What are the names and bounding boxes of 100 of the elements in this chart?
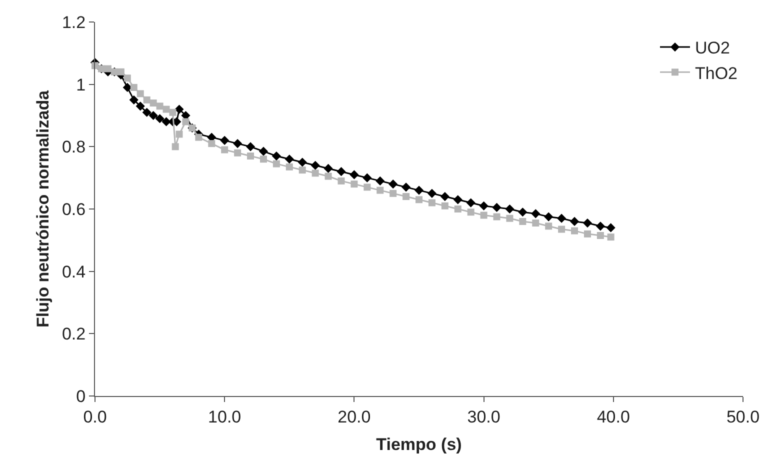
point [557,214,566,223]
point [286,163,293,170]
point [606,223,616,232]
point [401,182,411,192]
point [298,158,307,167]
legend-label: UO2 [695,38,730,58]
x-tick-label: 30.0 [467,407,500,426]
point [545,222,552,230]
y-tick-label: 0 [76,386,86,406]
point [364,184,371,191]
point [169,108,176,116]
point [480,212,488,219]
x-tick-label: 40.0 [596,407,630,426]
point [136,90,144,98]
point [324,172,332,180]
point [402,193,410,200]
point [258,146,268,156]
x-tick-label: 20.0 [338,407,371,426]
point [234,149,242,156]
point [428,199,436,206]
point [312,170,319,177]
point [532,220,540,227]
point [440,192,450,202]
point [117,68,124,76]
point [454,206,462,212]
point [596,222,605,231]
point [376,176,385,186]
point [310,160,320,170]
point [208,140,216,148]
point [350,180,358,188]
point [130,84,138,91]
point [338,177,345,184]
point [441,202,448,210]
point [336,167,346,176]
point [544,212,554,222]
point [390,190,397,197]
point [505,204,514,214]
point [479,201,488,210]
point [182,118,190,126]
point [174,104,184,114]
point [246,142,256,152]
point [272,151,281,161]
point [531,209,540,218]
x-axis-title: Tiempo (s) [376,434,462,454]
point [129,95,138,104]
y-tick-label: 1.2 [62,12,86,32]
x-tick-label: 10.0 [208,407,242,426]
point [162,106,170,113]
y-tick-label: 1 [76,75,86,94]
point [350,170,359,180]
point [453,195,462,204]
point [136,102,145,111]
point [124,74,131,82]
y-tick-label: 0.8 [62,138,86,157]
point [143,96,150,104]
point [233,139,242,148]
point [156,102,164,110]
point [427,188,437,198]
point [596,232,604,239]
y-tick-label: 0.2 [62,324,86,344]
point [220,136,230,145]
point [571,227,578,234]
point [376,186,384,194]
point [518,208,528,217]
point [584,230,591,238]
point [607,234,614,241]
point [172,143,179,150]
point [142,108,152,117]
x-tick-label: 50.0 [726,407,760,426]
point [416,196,422,204]
point [492,202,502,212]
point [519,218,526,225]
point [324,164,333,174]
point [221,146,228,154]
point [582,218,592,228]
point [195,134,202,141]
point [388,180,398,189]
point [414,186,424,195]
point [506,214,514,222]
point [466,198,476,208]
legend-label: ThO2 [695,64,738,83]
point [467,208,474,216]
point [284,154,294,164]
point [155,114,164,124]
point [362,173,372,182]
point [150,100,157,107]
x-tick-label: 0.0 [83,407,107,426]
point [558,226,566,233]
point [104,65,112,72]
y-axis-title: Flujo neutrónico normalizada [34,90,53,328]
point [247,152,254,160]
point [148,110,158,120]
point [176,130,183,138]
point [272,160,280,168]
point [260,156,267,163]
point [298,166,306,174]
point [493,213,500,220]
y-tick-label: 0.6 [62,200,86,219]
y-tick-label: 0.4 [62,262,86,282]
point [570,216,580,226]
